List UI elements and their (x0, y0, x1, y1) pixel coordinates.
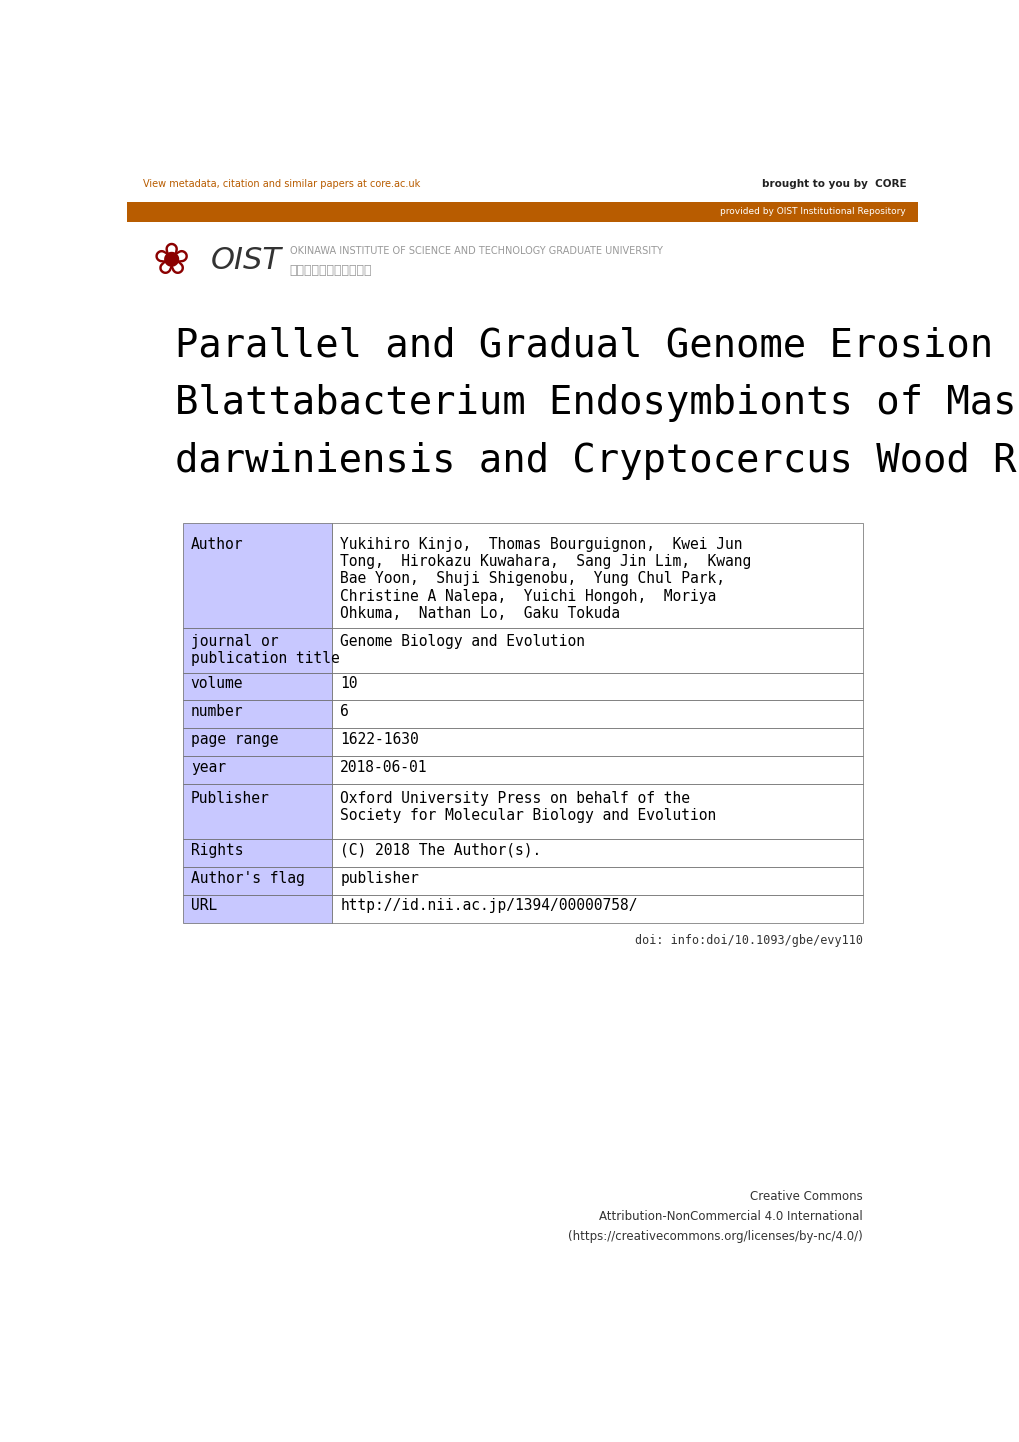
Text: ❀: ❀ (152, 241, 190, 284)
Bar (332, 523, 862, 629)
Text: year: year (191, 760, 225, 774)
Text: Author's flag: Author's flag (191, 871, 305, 885)
Text: Author: Author (191, 536, 243, 551)
Text: URL: URL (191, 898, 217, 913)
Text: journal or
publication title: journal or publication title (191, 634, 339, 666)
Text: 6: 6 (340, 704, 348, 720)
Text: doi: info:doi/10.1093/gbe/evy110: doi: info:doi/10.1093/gbe/evy110 (634, 933, 862, 946)
Bar (182, 867, 332, 894)
Bar (182, 839, 332, 867)
Text: Yukihiro Kinjo,  Thomas Bourguignon,  Kwei Jun
Tong,  Hirokazu Kuwahara,  Sang J: Yukihiro Kinjo, Thomas Bourguignon, Kwei… (340, 536, 751, 622)
Text: 10: 10 (340, 676, 358, 691)
Bar (332, 728, 862, 756)
Bar (127, 202, 917, 222)
Bar (182, 756, 332, 784)
Text: OKINAWA INSTITUTE OF SCIENCE AND TECHNOLOGY GRADUATE UNIVERSITY: OKINAWA INSTITUTE OF SCIENCE AND TECHNOL… (289, 245, 661, 255)
Text: volume: volume (191, 676, 243, 691)
Bar (182, 784, 332, 839)
Text: publisher: publisher (340, 871, 419, 885)
Text: Attribution-NonCommercial 4.0 International: Attribution-NonCommercial 4.0 Internatio… (598, 1210, 862, 1223)
Bar (332, 629, 862, 672)
Bar (332, 867, 862, 894)
Text: brought to you by  CORE: brought to you by CORE (761, 179, 905, 189)
Text: Publisher: Publisher (191, 792, 269, 806)
Text: Genome Biology and Evolution: Genome Biology and Evolution (340, 634, 585, 649)
Bar (332, 701, 862, 728)
Text: http://id.nii.ac.jp/1394/00000758/: http://id.nii.ac.jp/1394/00000758/ (340, 898, 637, 913)
Bar (332, 756, 862, 784)
Bar (182, 672, 332, 701)
Text: provided by OIST Institutional Repository: provided by OIST Institutional Repositor… (719, 208, 905, 216)
Text: page range: page range (191, 733, 278, 747)
Text: 沖縄科学技術大学院大学: 沖縄科学技術大学院大学 (289, 264, 372, 277)
Text: Parallel and Gradual Genome Erosion in the: Parallel and Gradual Genome Erosion in t… (175, 326, 1019, 365)
Bar (182, 701, 332, 728)
Text: 2018-06-01: 2018-06-01 (340, 760, 427, 774)
Bar (182, 894, 332, 923)
Bar (127, 173, 917, 200)
Bar (182, 728, 332, 756)
Text: 1622-1630: 1622-1630 (340, 733, 419, 747)
Text: number: number (191, 704, 243, 720)
Bar (332, 784, 862, 839)
Bar (332, 839, 862, 867)
Text: Blattabacterium Endosymbionts of Mastotermes: Blattabacterium Endosymbionts of Mastote… (175, 384, 1019, 423)
Text: (C) 2018 The Author(s).: (C) 2018 The Author(s). (340, 844, 541, 858)
Text: (https://creativecommons.org/licenses/by-nc/4.0/): (https://creativecommons.org/licenses/by… (568, 1230, 862, 1243)
Bar (332, 894, 862, 923)
Text: Rights: Rights (191, 844, 243, 858)
Bar (182, 629, 332, 672)
Text: OIST: OIST (210, 247, 281, 275)
Text: Oxford University Press on behalf of the
Society for Molecular Biology and Evolu: Oxford University Press on behalf of the… (340, 792, 716, 823)
Text: Creative Commons: Creative Commons (749, 1191, 862, 1204)
Text: darwiniensis and Cryptocercus Wood Roaches: darwiniensis and Cryptocercus Wood Roach… (175, 441, 1019, 480)
Bar (182, 523, 332, 629)
Bar (332, 672, 862, 701)
Text: View metadata, citation and similar papers at core.ac.uk: View metadata, citation and similar pape… (143, 179, 420, 189)
